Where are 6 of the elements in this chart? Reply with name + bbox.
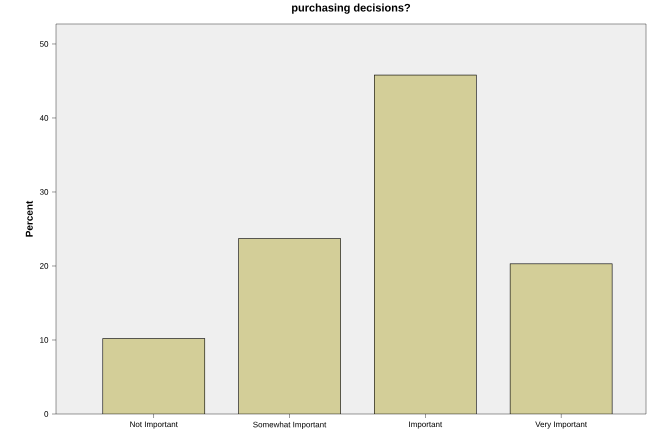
bar [374, 74, 477, 414]
bar [238, 238, 341, 414]
bar [510, 263, 612, 414]
chart-title: purchasing decisions? [292, 4, 410, 14]
bar [102, 338, 205, 414]
y-axis-title: Percent [26, 200, 33, 237]
